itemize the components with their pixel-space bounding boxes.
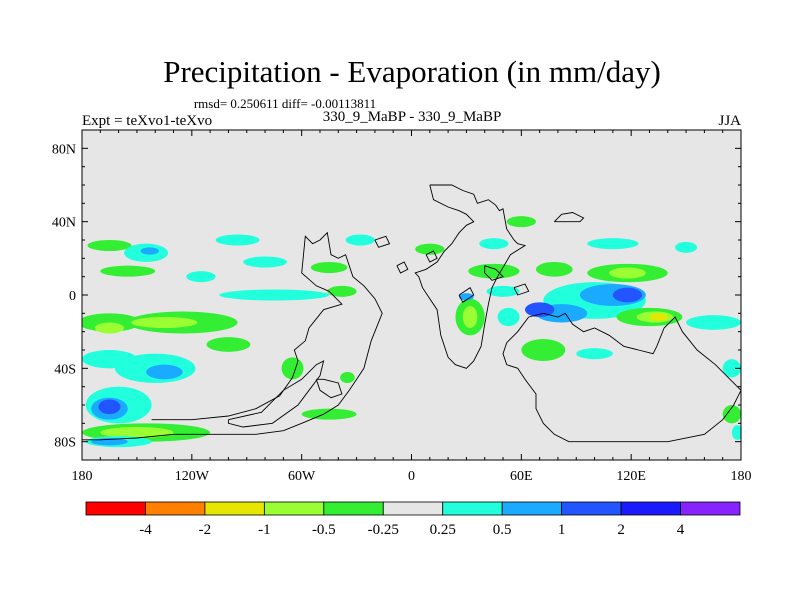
precip-region-28 [186, 271, 216, 283]
coastline-7 [513, 283, 530, 296]
precip-region-23 [576, 348, 613, 360]
coastline-6 [484, 265, 504, 281]
continent-outlines [82, 184, 741, 443]
x-tick-label: 0 [408, 469, 415, 484]
coastline-1 [227, 360, 325, 428]
precip-region-48 [100, 427, 174, 438]
precip-region-7 [587, 238, 639, 250]
precip-region-19 [462, 306, 478, 328]
coastline-2 [315, 378, 343, 399]
x-tick-label: 60E [510, 469, 533, 484]
precip-region-55 [722, 405, 741, 424]
precip-region-20 [459, 293, 474, 301]
colorbar-box-3 [263, 501, 325, 516]
precip-region-29 [243, 256, 288, 268]
colorbar-box-8 [561, 501, 622, 516]
coastline-3 [414, 184, 527, 369]
precip-region-3 [535, 262, 573, 277]
chart-title: Precipitation - Evaporation (in mm/day) [163, 54, 661, 89]
x-tick-label: 180 [731, 469, 752, 484]
y-tick-label: 0 [69, 289, 76, 304]
precip-region-4 [486, 285, 520, 297]
colorbar-label: 4 [677, 522, 685, 538]
precip-region-24 [415, 243, 445, 255]
colorbar: -4 -2 -1 -0.5 -0.25 0.25 0.5 1 2 4 [85, 501, 741, 538]
coastline-10 [396, 261, 409, 274]
x-tick-label: 120E [616, 469, 646, 484]
colorbar-box-1 [145, 501, 206, 516]
precip-region-11 [612, 287, 643, 303]
x-tick-label: 180 [72, 469, 93, 484]
precip-region-27 [310, 262, 348, 273]
colorbar-label: -4 [139, 522, 152, 538]
coastline-0 [82, 231, 383, 441]
coastline-11 [374, 235, 391, 248]
precip-region-2 [468, 263, 520, 279]
precip-region-46 [98, 399, 121, 415]
coastline-9 [425, 250, 438, 263]
precip-region-38 [131, 317, 198, 328]
precip-region-0 [506, 216, 536, 228]
precip-region-26 [327, 285, 357, 297]
y-tick-label: 80S [54, 436, 76, 451]
precip-region-31 [215, 234, 260, 246]
x-tick-label: 60W [288, 469, 316, 484]
x-axis: 180 120W 60W 0 60E 120E 180 [72, 130, 752, 484]
colorbar-label: 0.5 [493, 522, 512, 538]
coastline-8 [458, 287, 475, 303]
colorbar-label: 2 [617, 522, 625, 538]
coastline-4 [502, 312, 741, 443]
y-tick-label: 80N [52, 142, 76, 157]
colorbar-box-10 [680, 501, 741, 516]
precip-region-34 [140, 247, 159, 255]
colorbar-box-7 [501, 501, 563, 516]
precip-region-35 [100, 265, 156, 277]
colorbar-label: -0.5 [312, 522, 336, 538]
colorbar-box-4 [323, 501, 384, 516]
y-tick-label: 40S [54, 362, 76, 377]
colorbar-box-0 [85, 501, 146, 516]
precip-region-53 [301, 408, 357, 420]
season-label: JJA [718, 113, 741, 129]
precip-region-21 [497, 307, 520, 327]
colorbar-box-2 [204, 501, 265, 516]
experiment-label: Expt = teXvo1-teXvo [82, 113, 212, 129]
colorbar-label: 1 [558, 522, 566, 538]
colorbar-box-6 [442, 501, 503, 516]
precip-region-43 [146, 364, 183, 380]
precip-region-22 [521, 339, 566, 361]
precip-region-1 [479, 238, 509, 250]
colorbar-label: 0.25 [430, 522, 456, 538]
period-label: 330_9_MaBP - 330_9_MaBP [323, 109, 502, 125]
precip-region-6 [609, 267, 646, 279]
precip-region-51 [281, 357, 304, 380]
y-tick-label: 40N [52, 216, 76, 231]
precip-region-56 [731, 425, 741, 440]
precip-region-54 [722, 359, 741, 378]
colorbar-label: -1 [258, 522, 271, 538]
x-tick-label: 120W [175, 469, 210, 484]
precip-region-30 [345, 234, 375, 246]
coastline-5 [553, 212, 585, 223]
y-axis: 80N 40N 0 40S 80S [52, 142, 741, 451]
precip-region-39 [94, 322, 125, 334]
colorbar-box-5 [382, 501, 444, 516]
colorbar-label: -0.25 [368, 522, 399, 538]
precip-region-17 [686, 315, 741, 330]
precip-region-40 [206, 337, 251, 352]
precip-field [82, 216, 741, 448]
colorbar-label: -2 [199, 522, 212, 538]
rmsd-label: rmsd= 0.250611 diff= -0.00113811 [194, 96, 376, 111]
precip-region-16 [649, 313, 668, 321]
colorbar-box-9 [620, 501, 681, 516]
precip-region-25 [219, 289, 330, 301]
precip-region-52 [340, 372, 355, 383]
precip-region-32 [87, 240, 132, 251]
precip-region-13 [524, 302, 555, 317]
precip-region-8 [675, 241, 698, 253]
